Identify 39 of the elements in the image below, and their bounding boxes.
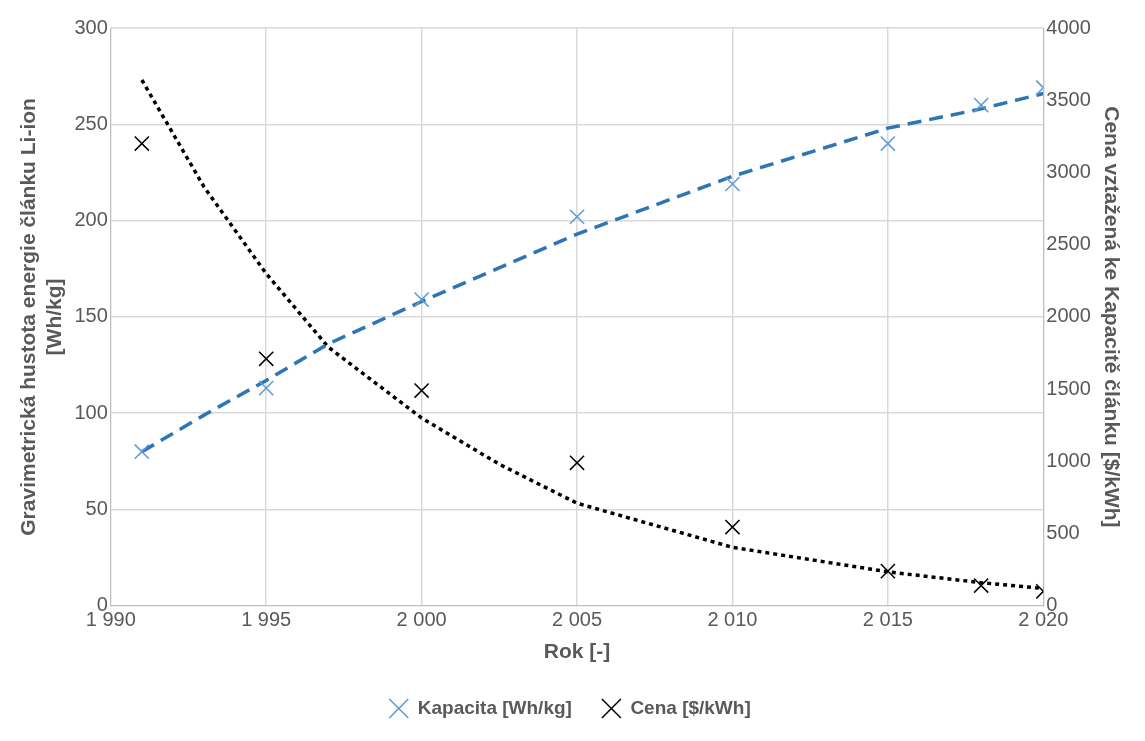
y-tick-label: 150 [74, 304, 108, 327]
point [413, 382, 430, 399]
legend-label: Cena [$/kWh] [630, 696, 751, 718]
point [569, 454, 585, 471]
y2-tick-label: 3500 [1046, 87, 1091, 110]
point [134, 443, 150, 460]
point [258, 350, 275, 367]
y2-tick-label: 4000 [1046, 15, 1091, 38]
y-tick-label: 100 [74, 400, 108, 423]
y2-tick-label: 3000 [1046, 159, 1091, 182]
y2-tick-label: 2000 [1046, 304, 1091, 327]
y-tick-label: 50 [85, 497, 108, 520]
point [724, 519, 741, 535]
legend-label: Kapacita [Wh/kg] [417, 696, 572, 718]
y-tick-label: 300 [74, 15, 108, 38]
y2-axis-title: Cena vztažená ke Kapacitě článku [$/kWh] [1100, 106, 1124, 528]
point [413, 291, 430, 308]
y2-tick-label: 500 [1046, 521, 1080, 544]
point [258, 380, 275, 396]
point [973, 97, 989, 113]
point [880, 563, 896, 579]
x-tick-label: 2 015 [862, 608, 913, 631]
y2-tick-label: 1000 [1046, 448, 1091, 471]
line-series [140, 91, 1044, 454]
point [569, 208, 585, 225]
y-tick-label: 250 [74, 111, 108, 134]
y-axis-title: Gravimetrická hustota energie článku Li-ion [Wh/kg] [16, 98, 65, 536]
point [880, 135, 896, 152]
x-tick-label: 1 995 [241, 608, 292, 631]
point [134, 135, 150, 152]
y2-tick-label: 1500 [1046, 376, 1091, 399]
x-tick-label: 2 000 [396, 608, 447, 631]
x-axis-title: Rok [-] [543, 639, 611, 663]
y-tick-label: 200 [74, 208, 108, 231]
point [973, 577, 989, 594]
x-tick-label: 2 010 [707, 608, 758, 631]
x-tick-label: 2 005 [552, 608, 603, 631]
point [724, 176, 741, 192]
y2-tick-label: 2500 [1046, 232, 1091, 255]
